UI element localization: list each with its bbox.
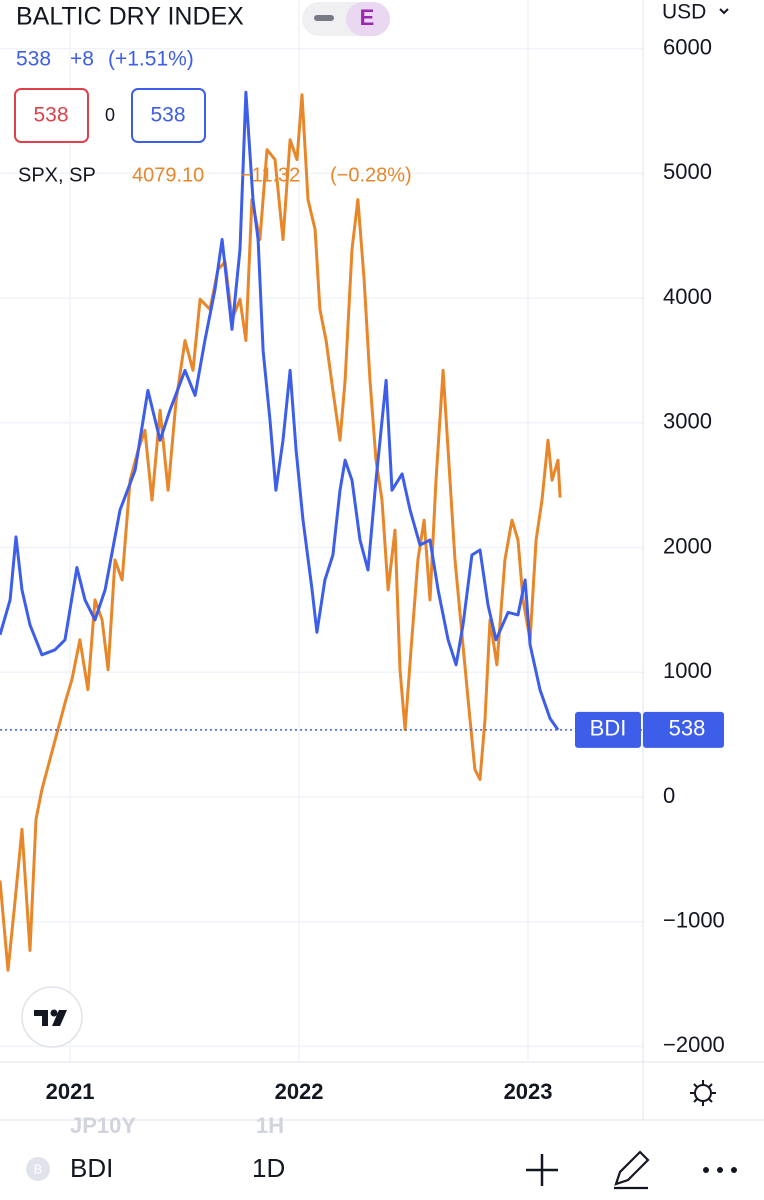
symbol-icon [26,1157,50,1181]
plot [0,90,643,972]
y-tick-label: 5000 [663,159,712,184]
add-button[interactable] [526,1154,558,1186]
price: 538 [16,48,51,71]
dot [703,1167,709,1173]
toolbar [0,1138,764,1200]
sell-button[interactable] [14,88,89,143]
y-tick-label: −2000 [663,1032,725,1057]
price-label-bg [643,711,724,748]
toolbar-interval[interactable]: 1D [252,1153,285,1183]
logo-dot [50,1009,58,1017]
symbol-icon-letter: B [34,1161,43,1176]
gear-teeth [690,1080,716,1106]
ask: 538 [150,104,185,127]
behind-interval: 1H [256,1113,284,1138]
bid: 538 [33,104,68,127]
compare-change: −11.32 [240,164,300,186]
spread: 0 [105,105,115,125]
series-line [0,93,562,972]
x-tick-label: 2021 [46,1079,95,1104]
x-tick-label: 2022 [275,1079,324,1104]
price-label: 538 [669,716,706,741]
series-label-bg [575,711,641,748]
more-button[interactable] [703,1167,737,1173]
change: +8 [70,48,94,71]
y-tick-label: 6000 [663,34,712,59]
dot [731,1167,737,1173]
chevron [719,8,729,15]
compare-price: 4079.10 [132,164,204,186]
minus-icon [314,15,334,21]
y-tick-label: 3000 [663,409,712,434]
y-tick-label: 1000 [663,658,712,683]
badge: E [360,5,375,30]
y-tick-label: 0 [663,783,675,808]
compare-symbol: SPX, SP [18,164,96,186]
y-tick-label: 4000 [663,284,712,309]
compare-change-pct: (−0.28%) [330,164,412,186]
logo[interactable] [21,986,83,1048]
dot [717,1167,723,1173]
y-tick-label: 2000 [663,533,712,558]
y-tick-label: −1000 [663,908,725,933]
toolbar-symbol[interactable]: BDI [70,1153,113,1183]
series-line [0,90,560,731]
buy-button[interactable] [131,88,206,143]
behind-symbol: JP10Y [70,1113,136,1138]
draw-button[interactable] [614,1150,650,1190]
grid [0,0,643,1062]
symbol-title: BALTIC DRY INDEX [16,3,244,31]
series-label: BDI [590,716,627,741]
x-tick-label: 2023 [504,1079,553,1104]
settings-icon[interactable] [690,1080,716,1106]
change-pct: (+1.51%) [108,48,194,71]
logo-mark [34,1010,67,1026]
gear [694,1084,712,1102]
currency[interactable]: USD [662,1,706,24]
badge-pill [346,2,390,36]
